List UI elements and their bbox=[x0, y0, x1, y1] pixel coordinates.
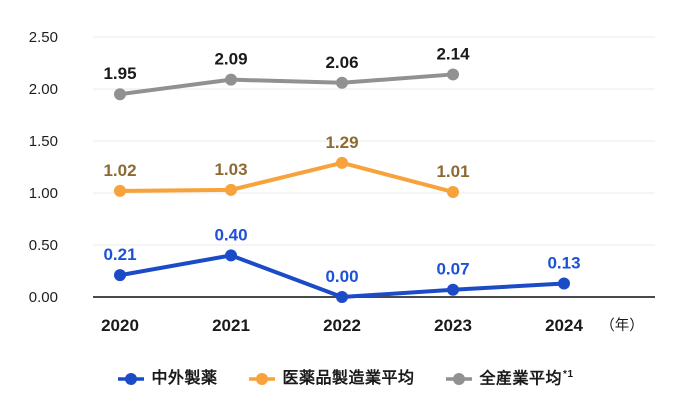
legend-item-all-industry-avg: 全産業平均*1 bbox=[445, 370, 574, 387]
pharma-mfg-avg-line bbox=[118, 160, 455, 194]
y-tick-label: 1.00 bbox=[29, 185, 58, 202]
legend-marker-dot bbox=[255, 373, 268, 385]
all-industry-avg-value-label: 1.95 bbox=[103, 64, 136, 83]
y-tick-label: 2.00 bbox=[29, 81, 58, 98]
chugai-point bbox=[225, 249, 237, 262]
pharma-mfg-avg-point bbox=[447, 185, 459, 198]
x-tick-label: 2020 bbox=[101, 316, 139, 335]
chugai-point bbox=[336, 291, 348, 303]
chugai-value-label: 0.00 bbox=[325, 267, 358, 286]
x-tick-label: 2023 bbox=[434, 316, 472, 335]
x-tick-label: 2024 bbox=[545, 316, 583, 335]
pharma-mfg-avg-point bbox=[114, 184, 126, 197]
legend-marker-pharma-mfg-avg bbox=[248, 373, 275, 385]
chugai-value-label: 0.13 bbox=[547, 253, 580, 272]
pharma-mfg-avg-value-label: 1.03 bbox=[214, 160, 247, 179]
all-industry-avg-line bbox=[118, 72, 455, 97]
chugai-value-label: 0.07 bbox=[436, 260, 469, 279]
legend-marker-dot bbox=[452, 372, 465, 385]
line-chart-plot: 0.00 0.50 1.00 1.50 2.00 2.50 2020 2021 2022 2023… bbox=[29, 29, 655, 335]
legend-marker-chugai bbox=[117, 373, 144, 385]
legend-item-pharma-mfg-avg: 医薬品製造業平均 bbox=[248, 371, 415, 387]
chugai-point bbox=[447, 283, 459, 296]
legend-item-chugai: 中外製薬 bbox=[117, 371, 218, 387]
legend-label-all-industry-avg: 全産業平均*1 bbox=[479, 369, 574, 388]
pharma-mfg-avg-value-label: 1.01 bbox=[436, 162, 469, 181]
x-tick-label: 2022 bbox=[323, 316, 361, 335]
x-axis-unit-label: （年） bbox=[600, 317, 644, 334]
y-tick-label: 0.00 bbox=[29, 289, 58, 306]
legend-marker-dot bbox=[124, 373, 137, 385]
all-industry-avg-point bbox=[114, 88, 126, 101]
all-industry-avg-value-label: 2.06 bbox=[325, 53, 358, 72]
y-tick-label: 0.50 bbox=[29, 237, 58, 254]
all-industry-avg-value-label: 2.14 bbox=[436, 44, 470, 63]
all-industry-avg-point bbox=[336, 76, 348, 89]
chart-legend: 中外製薬 医薬品製造業平均 全産業平均*1 bbox=[0, 350, 690, 408]
pharma-mfg-avg-point bbox=[336, 156, 348, 169]
legend-label-pharma-mfg-avg: 医薬品製造業平均 bbox=[282, 370, 415, 387]
chugai-value-label: 0.40 bbox=[214, 225, 247, 244]
chugai-value-label: 0.21 bbox=[103, 245, 136, 264]
pharma-mfg-avg-value-label: 1.02 bbox=[103, 161, 136, 180]
all-industry-avg-point bbox=[447, 68, 459, 81]
y-tick-label: 1.50 bbox=[29, 133, 58, 150]
all-industry-avg-point bbox=[225, 73, 237, 86]
legend-label-chugai: 中外製薬 bbox=[151, 370, 218, 387]
pharma-mfg-avg-point bbox=[225, 183, 237, 196]
legend-marker-all-industry-avg bbox=[445, 372, 472, 385]
y-tick-label: 2.50 bbox=[29, 29, 58, 46]
x-tick-label: 2021 bbox=[212, 316, 250, 335]
legend-superscript: *1 bbox=[563, 369, 574, 381]
all-industry-avg-value-label: 2.09 bbox=[214, 50, 247, 69]
pharma-mfg-avg-value-label: 1.29 bbox=[325, 133, 358, 152]
chugai-point bbox=[558, 277, 570, 290]
chugai-point bbox=[114, 269, 126, 282]
